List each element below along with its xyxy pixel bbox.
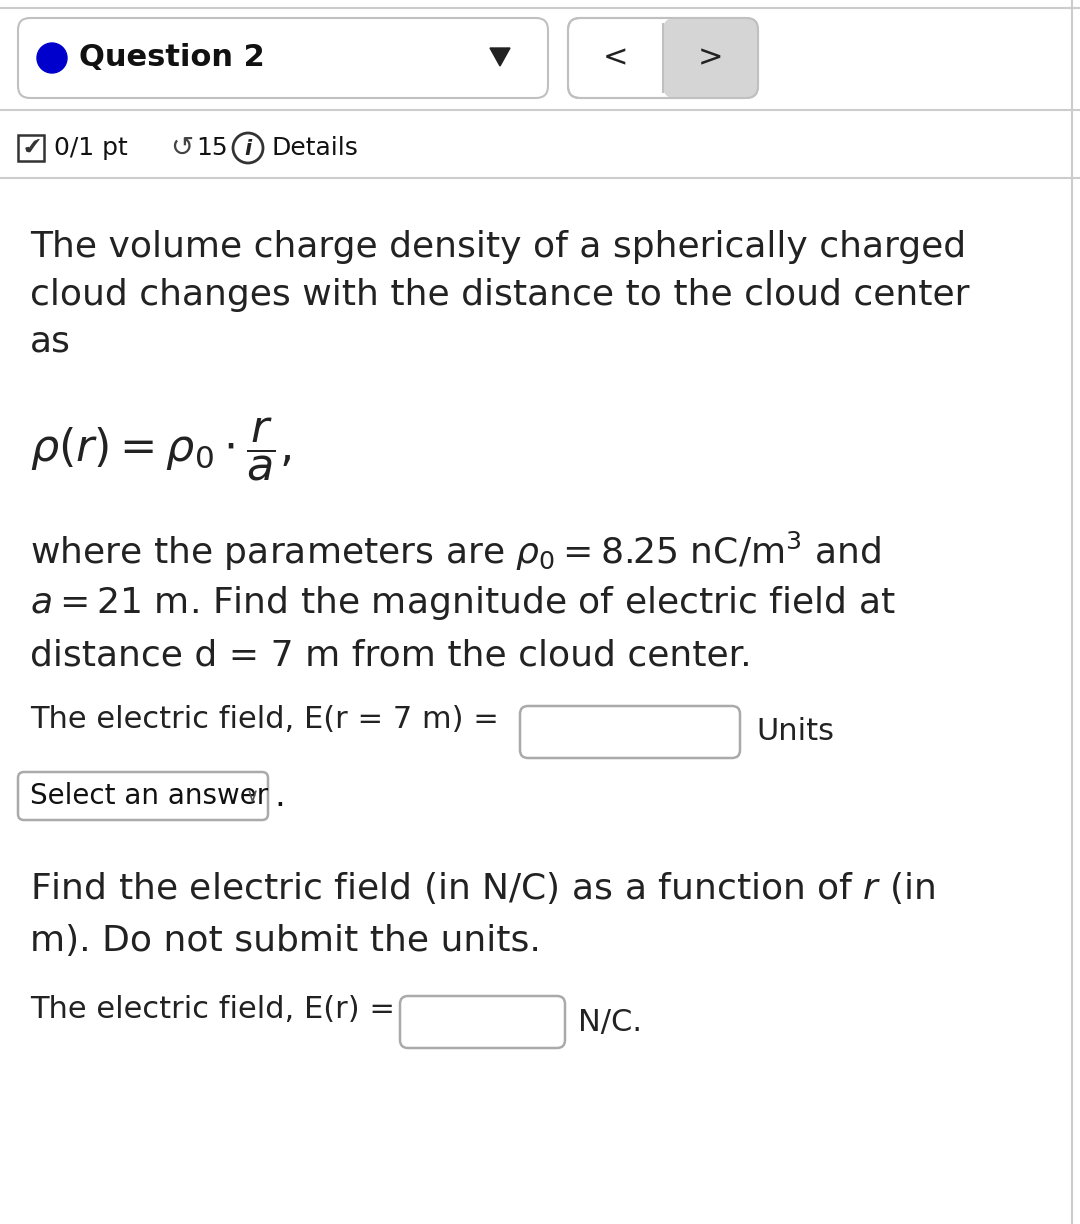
FancyBboxPatch shape <box>519 706 740 758</box>
Text: N/C.: N/C. <box>578 1007 642 1037</box>
Text: 0/1 pt: 0/1 pt <box>54 136 127 160</box>
Text: The electric field, E(r) =: The electric field, E(r) = <box>30 995 395 1024</box>
Text: 15: 15 <box>195 136 228 160</box>
FancyBboxPatch shape <box>568 18 758 98</box>
FancyBboxPatch shape <box>400 996 565 1048</box>
Text: <: < <box>603 44 629 72</box>
Text: distance d = 7 m from the cloud center.: distance d = 7 m from the cloud center. <box>30 638 752 672</box>
Text: The volume charge density of a spherically charged
cloud changes with the distan: The volume charge density of a spherical… <box>30 230 970 359</box>
Text: Find the electric field (in N/C) as a function of $r$ (in: Find the electric field (in N/C) as a fu… <box>30 870 935 906</box>
Circle shape <box>233 133 264 163</box>
Text: ✓: ✓ <box>22 138 41 158</box>
Bar <box>18 135 44 162</box>
Text: .: . <box>274 780 285 813</box>
Polygon shape <box>490 48 510 66</box>
Text: ↺: ↺ <box>170 133 193 162</box>
Text: m). Do not submit the units.: m). Do not submit the units. <box>30 924 541 958</box>
FancyBboxPatch shape <box>663 18 758 98</box>
FancyBboxPatch shape <box>18 772 268 820</box>
Text: i: i <box>244 140 252 159</box>
Text: Details: Details <box>272 136 359 160</box>
Circle shape <box>37 43 67 73</box>
FancyBboxPatch shape <box>18 18 548 98</box>
Text: $a = 21$ m. Find the magnitude of electric field at: $a = 21$ m. Find the magnitude of electr… <box>30 584 896 622</box>
Text: where the parameters are $\rho_0 = 8.25$ nC/m$^3$ and: where the parameters are $\rho_0 = 8.25$… <box>30 530 881 573</box>
Text: ✓: ✓ <box>22 136 43 160</box>
Text: Select an answer: Select an answer <box>30 782 268 810</box>
Text: Units: Units <box>756 717 834 747</box>
Text: $\rho(r) = \rho_0 \cdot \dfrac{r}{a},$: $\rho(r) = \rho_0 \cdot \dfrac{r}{a},$ <box>30 415 292 483</box>
Text: Question 2: Question 2 <box>79 44 265 72</box>
Text: >: > <box>698 44 724 72</box>
Text: The electric field, E(r = 7 m) =: The electric field, E(r = 7 m) = <box>30 705 499 734</box>
Text: ∨: ∨ <box>245 787 258 805</box>
